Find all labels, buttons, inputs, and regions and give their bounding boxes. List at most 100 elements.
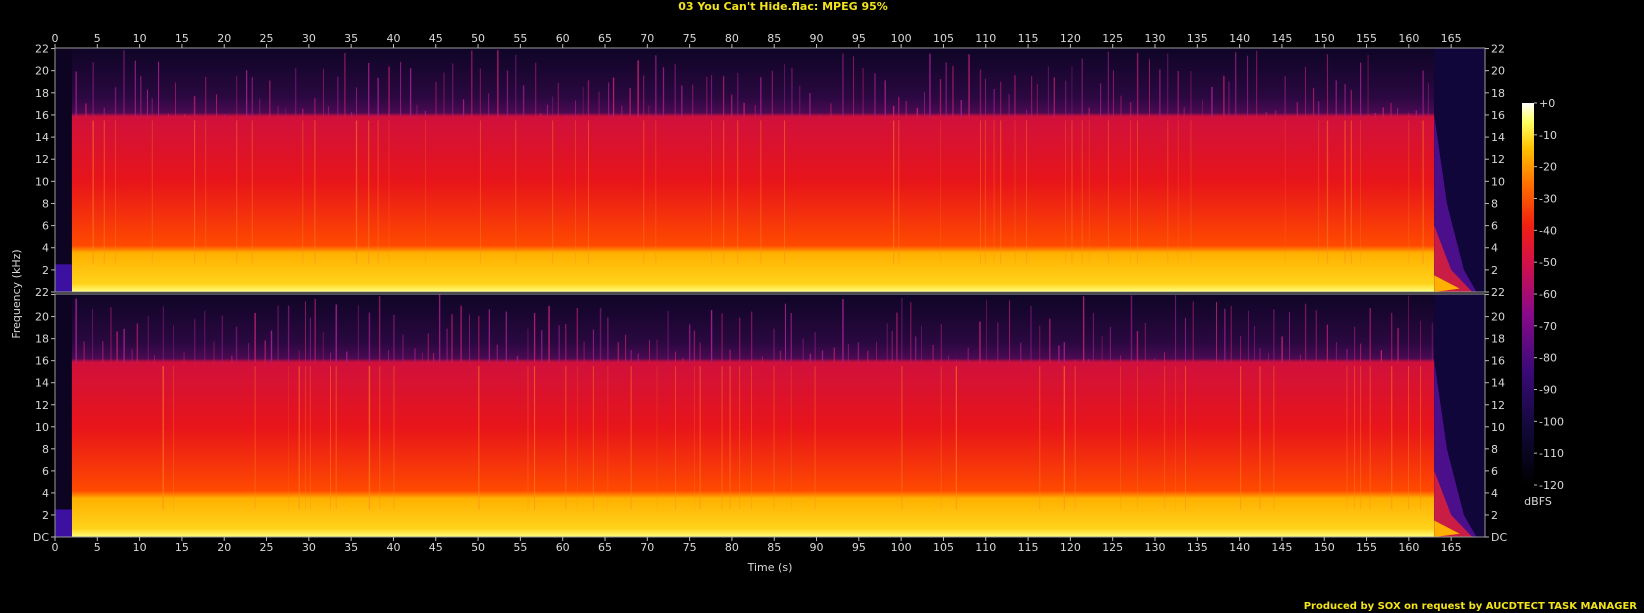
x-tick-label-bottom: 100	[891, 541, 912, 554]
colorbar-tick-label: -80	[1539, 352, 1557, 365]
x-tick-label-bottom: 75	[683, 541, 697, 554]
colorbar-tick-label: -120	[1539, 479, 1564, 492]
y-tick-label-left: 6	[42, 220, 49, 233]
x-tick-label-bottom: 120	[1060, 541, 1081, 554]
y-tick-label-right: 10	[1491, 421, 1505, 434]
colorbar-tick-label: -10	[1539, 129, 1557, 142]
x-tick-label-top: 90	[810, 32, 824, 45]
transient-streaks	[75, 294, 1433, 510]
y-tick-label-right: 12	[1491, 399, 1505, 412]
y-tick-label-left: DC	[33, 531, 49, 544]
y-tick-label-left: 10	[35, 175, 49, 188]
y-tick-label-right: 22	[1491, 286, 1505, 299]
credit-text: Produced by SOX on request by AUCDTECT T…	[1304, 601, 1638, 612]
x-tick-label-top: 125	[1102, 32, 1123, 45]
x-tick-label-bottom: 30	[302, 541, 316, 554]
colorbar-tick-label: -40	[1539, 224, 1557, 237]
x-tick-label-bottom: 20	[217, 541, 231, 554]
x-tick-label-bottom: 105	[933, 541, 954, 554]
x-tick-label-top: 75	[683, 32, 697, 45]
x-tick-label-top: 15	[175, 32, 189, 45]
x-tick-label-top: 55	[513, 32, 527, 45]
y-tick-label-right: 20	[1491, 311, 1505, 324]
x-tick-label-top: 70	[640, 32, 654, 45]
x-tick-label-top: 145	[1271, 32, 1292, 45]
transient-streaks	[75, 50, 1429, 265]
x-tick-label-bottom: 165	[1441, 541, 1462, 554]
lead-in	[55, 264, 72, 292]
y-tick-label-left: 12	[35, 153, 49, 166]
x-tick-label-top: 140	[1229, 32, 1250, 45]
x-tick-label-top: 5	[94, 32, 101, 45]
y-axis-label: Frequency (kHz)	[10, 249, 23, 338]
y-tick-label-left: 20	[35, 311, 49, 324]
x-tick-label-top: 40	[386, 32, 400, 45]
x-tick-label-top: 60	[556, 32, 570, 45]
y-tick-label-right: 14	[1491, 377, 1505, 390]
spectrogram-energy	[71, 48, 1435, 292]
y-tick-label-right: 16	[1491, 355, 1505, 368]
x-tick-label-bottom: 25	[260, 541, 274, 554]
x-tick-label-top: 105	[933, 32, 954, 45]
x-tick-label-top: 160	[1398, 32, 1419, 45]
y-tick-label-right: 4	[1491, 487, 1498, 500]
y-tick-label-right: 16	[1491, 109, 1505, 122]
x-tick-label-bottom: 115	[1018, 541, 1039, 554]
y-tick-label-right: 4	[1491, 242, 1498, 255]
x-tick-label-top: 130	[1145, 32, 1166, 45]
x-tick-label-bottom: 85	[767, 541, 781, 554]
x-tick-label-top: 10	[133, 32, 147, 45]
y-tick-label-left: 12	[35, 399, 49, 412]
colorbar-unit-label: dBFS	[1524, 495, 1552, 508]
y-tick-label-left: 2	[42, 509, 49, 522]
colorbar-tick-label: -20	[1539, 161, 1557, 174]
x-tick-label-bottom: 135	[1187, 541, 1208, 554]
x-tick-label-top: 85	[767, 32, 781, 45]
lead-in	[55, 509, 72, 537]
y-tick-label-right: 2	[1491, 264, 1498, 277]
x-tick-label-top: 25	[260, 32, 274, 45]
y-tick-label-left: 4	[42, 487, 49, 500]
spectrogram-channel-right	[54, 293, 1486, 538]
y-tick-label-right: 20	[1491, 65, 1505, 78]
chart-title: 03 You Can't Hide.flac: MPEG 95%	[678, 0, 888, 13]
y-tick-label-right: 2	[1491, 509, 1498, 522]
x-tick-label-top: 20	[217, 32, 231, 45]
x-tick-label-bottom: 55	[513, 541, 527, 554]
colorbar-tick-label: -100	[1539, 415, 1564, 428]
y-tick-label-left: 10	[35, 421, 49, 434]
fade-out-tail	[1434, 48, 1485, 292]
x-tick-label-top: 45	[429, 32, 443, 45]
colorbar: +0 -10 -20 -30 -40 -50 -60 -70 -80 -90 -100 -110 -12…	[1522, 97, 1564, 492]
x-tick-label-top: 110	[975, 32, 996, 45]
y-tick-label-left: 16	[35, 355, 49, 368]
colorbar-tick-label: -30	[1539, 193, 1557, 206]
y-tick-label-left: 22	[35, 43, 49, 56]
y-tick-label-left: 8	[42, 197, 49, 210]
x-tick-label-bottom: 35	[344, 541, 358, 554]
x-tick-label-bottom: 45	[429, 541, 443, 554]
x-tick-label-top: 115	[1018, 32, 1039, 45]
fade-out-tail	[1434, 294, 1485, 537]
y-tick-label-right: DC	[1491, 531, 1507, 544]
y-tick-label-right: 8	[1491, 443, 1498, 456]
y-tick-label-right: 8	[1491, 197, 1498, 210]
spectrogram-energy	[71, 294, 1435, 537]
x-tick-label-bottom: 130	[1145, 541, 1166, 554]
y-tick-label-left: 20	[35, 65, 49, 78]
x-tick-label-top: 65	[598, 32, 612, 45]
x-tick-label-bottom: 150	[1314, 541, 1335, 554]
x-tick-label-bottom: 5	[94, 541, 101, 554]
y-tick-label-right: 18	[1491, 333, 1505, 346]
y-tick-label-right: 22	[1491, 43, 1505, 56]
colorbar-tick-label: +0	[1539, 97, 1555, 110]
x-tick-label-bottom: 0	[52, 541, 59, 554]
y-tick-label-right: 14	[1491, 131, 1505, 144]
x-tick-label-bottom: 155	[1356, 541, 1377, 554]
x-tick-label-top: 0	[52, 32, 59, 45]
x-tick-label-top: 30	[302, 32, 316, 45]
y-tick-label-right: 18	[1491, 87, 1505, 100]
y-tick-label-right: 6	[1491, 465, 1498, 478]
y-tick-label-left: 18	[35, 333, 49, 346]
